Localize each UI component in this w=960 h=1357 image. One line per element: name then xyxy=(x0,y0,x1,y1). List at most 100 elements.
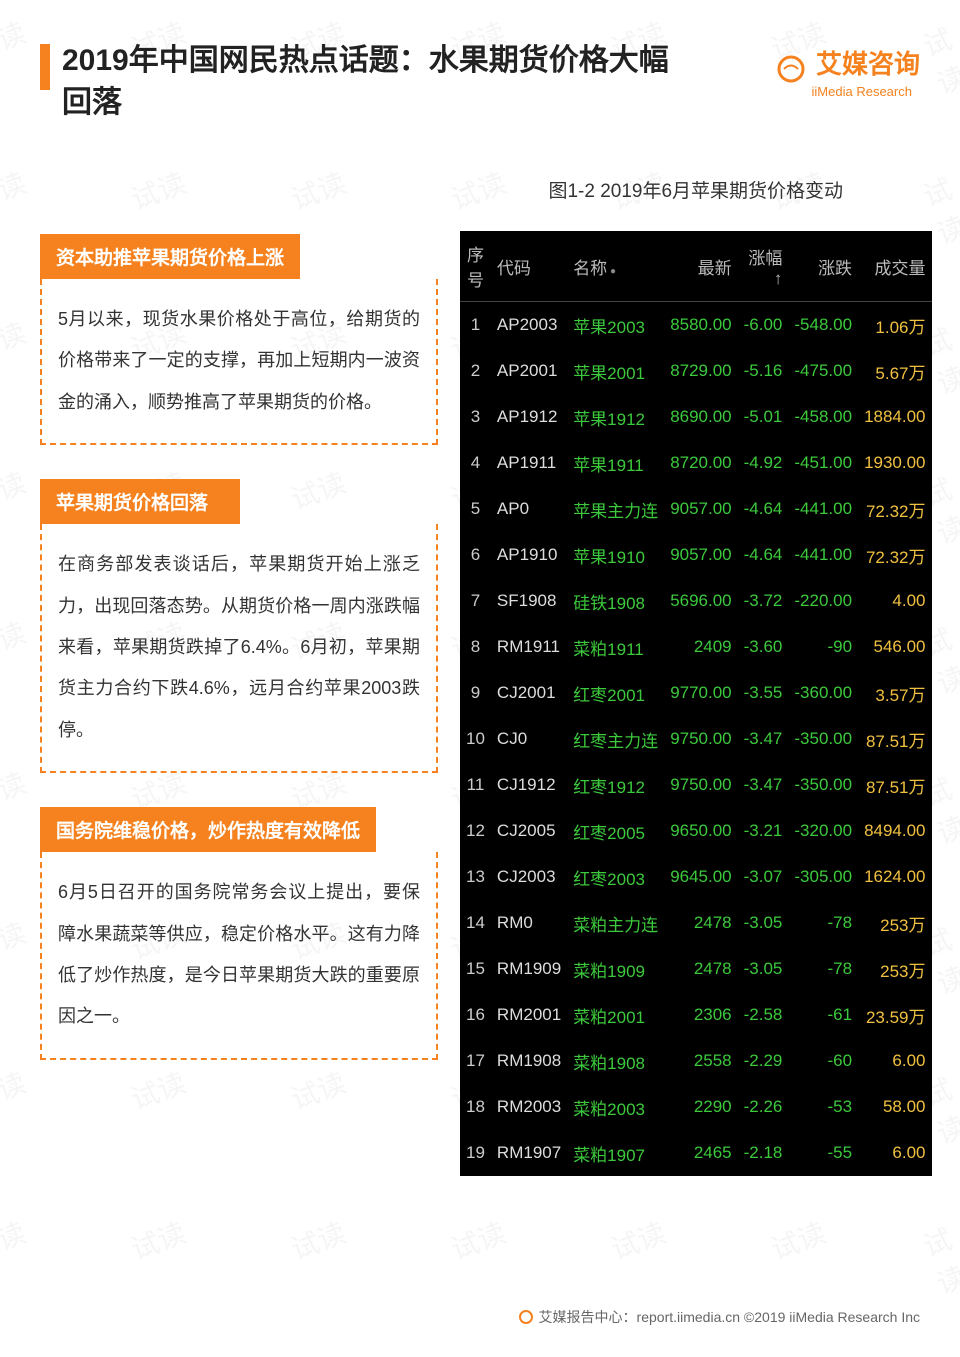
table-cell: -3.47 xyxy=(738,716,789,762)
table-cell: -3.60 xyxy=(738,624,789,670)
table-cell: 苹果1912 xyxy=(567,394,664,440)
table-cell: 苹果2001 xyxy=(567,348,664,394)
table-cell: -78 xyxy=(788,900,858,946)
table-cell: -441.00 xyxy=(788,532,858,578)
table-cell: -4.64 xyxy=(738,486,789,532)
table-cell: 87.51万 xyxy=(858,716,931,762)
table-cell: 2478 xyxy=(664,900,737,946)
table-cell: 8 xyxy=(460,624,491,670)
brand-logo: 艾媒咨询 iiMedia Research xyxy=(776,44,920,99)
page-header: 2019年中国网民热点话题：水果期货价格大幅回落 艾媒咨询 iiMedia Re… xyxy=(40,40,920,124)
table-cell: -458.00 xyxy=(788,394,858,440)
section-body: 6月5日召开的国务院常务会议上提出，要保障水果蔬菜等供应，稳定价格水平。这有力降… xyxy=(40,852,438,1060)
table-row: 10CJ0红枣主力连9750.00-3.47-350.0087.51万 xyxy=(460,716,932,762)
table-cell: -548.00 xyxy=(788,302,858,349)
table-cell: 1.06万 xyxy=(858,302,931,349)
table-cell: 16 xyxy=(460,992,491,1038)
table-cell: 菜粕1907 xyxy=(567,1130,664,1176)
table-row: 16RM2001菜粕20012306-2.58-6123.59万 xyxy=(460,992,932,1038)
table-cell: -220.00 xyxy=(788,578,858,624)
table-cell: -2.26 xyxy=(738,1084,789,1130)
table-cell: 72.32万 xyxy=(858,486,931,532)
table-cell: 19 xyxy=(460,1130,491,1176)
table-cell: 9750.00 xyxy=(664,762,737,808)
table-header-cell: 成交量 xyxy=(858,231,931,302)
table-cell: 9650.00 xyxy=(664,808,737,854)
table-cell: 9 xyxy=(460,670,491,716)
table-cell: 红枣主力连 xyxy=(567,716,664,762)
table-cell: -3.05 xyxy=(738,900,789,946)
table-cell: 2306 xyxy=(664,992,737,1038)
table-cell: 3 xyxy=(460,394,491,440)
table-cell: AP1911 xyxy=(491,440,567,486)
table-cell: CJ1912 xyxy=(491,762,567,808)
table-cell: 菜粕1911 xyxy=(567,624,664,670)
logo-text-en: iiMedia Research xyxy=(776,84,920,99)
table-row: 8RM1911菜粕19112409-3.60-90546.00 xyxy=(460,624,932,670)
table-cell: 7 xyxy=(460,578,491,624)
table-cell: 2478 xyxy=(664,946,737,992)
table-cell: AP0 xyxy=(491,486,567,532)
table-cell: 6.00 xyxy=(858,1130,931,1176)
table-cell: 23.59万 xyxy=(858,992,931,1038)
table-cell: 2465 xyxy=(664,1130,737,1176)
table-header-cell: 涨幅↑ xyxy=(738,231,789,302)
table-row: 7SF1908硅铁19085696.00-3.72-220.004.00 xyxy=(460,578,932,624)
table-cell: AP1910 xyxy=(491,532,567,578)
table-row: 15RM1909菜粕19092478-3.05-78253万 xyxy=(460,946,932,992)
table-cell: -441.00 xyxy=(788,486,858,532)
table-cell: 13 xyxy=(460,854,491,900)
table-cell: -350.00 xyxy=(788,716,858,762)
table-cell: 546.00 xyxy=(858,624,931,670)
table-cell: RM2001 xyxy=(491,992,567,1038)
page-title: 2019年中国网民热点话题：水果期货价格大幅回落 xyxy=(62,40,682,124)
table-cell: 1884.00 xyxy=(858,394,931,440)
table-cell: -2.58 xyxy=(738,992,789,1038)
table-cell: 苹果1910 xyxy=(567,532,664,578)
title-accent-bar xyxy=(40,44,50,90)
table-cell: RM1907 xyxy=(491,1130,567,1176)
table-header-cell: 最新 xyxy=(664,231,737,302)
table-cell: 9770.00 xyxy=(664,670,737,716)
table-cell: -4.92 xyxy=(738,440,789,486)
table-cell: 1624.00 xyxy=(858,854,931,900)
table-cell: 4 xyxy=(460,440,491,486)
table-row: 14RM0菜粕主力连2478-3.05-78253万 xyxy=(460,900,932,946)
table-cell: 10 xyxy=(460,716,491,762)
section-body: 在商务部发表谈话后，苹果期货开始上涨乏力，出现回落态势。从期货价格一周内涨跌幅来… xyxy=(40,524,438,773)
table-cell: -5.16 xyxy=(738,348,789,394)
table-cell: 2 xyxy=(460,348,491,394)
table-header-cell: 涨跌 xyxy=(788,231,858,302)
table-cell: 9057.00 xyxy=(664,532,737,578)
table-cell: -3.05 xyxy=(738,946,789,992)
table-cell: -2.18 xyxy=(738,1130,789,1176)
section-heading: 国务院维稳价格，炒作热度有效降低 xyxy=(40,807,376,852)
table-cell: -3.21 xyxy=(738,808,789,854)
table-cell: AP2003 xyxy=(491,302,567,349)
table-cell: -305.00 xyxy=(788,854,858,900)
table-cell: 58.00 xyxy=(858,1084,931,1130)
footer-text: 艾媒报告中心：report.iimedia.cn ©2019 iiMedia R… xyxy=(539,1307,920,1327)
table-cell: -5.01 xyxy=(738,394,789,440)
table-row: 17RM1908菜粕19082558-2.29-606.00 xyxy=(460,1038,932,1084)
table-cell: 8720.00 xyxy=(664,440,737,486)
table-cell: -4.64 xyxy=(738,532,789,578)
table-cell: 1930.00 xyxy=(858,440,931,486)
section-heading: 资本助推苹果期货价格上涨 xyxy=(40,234,300,279)
table-cell: -3.07 xyxy=(738,854,789,900)
table-cell: -60 xyxy=(788,1038,858,1084)
table-cell: 3.57万 xyxy=(858,670,931,716)
table-cell: 5.67万 xyxy=(858,348,931,394)
logo-text-cn: 艾媒咨询 xyxy=(816,49,920,79)
table-cell: 6.00 xyxy=(858,1038,931,1084)
table-cell: RM0 xyxy=(491,900,567,946)
table-cell: -3.47 xyxy=(738,762,789,808)
section-body: 5月以来，现货水果价格处于高位，给期货的价格带来了一定的支撑，再加上短期内一波资… xyxy=(40,279,438,445)
table-cell: -6.00 xyxy=(738,302,789,349)
table-cell: RM1909 xyxy=(491,946,567,992)
table-cell: 红枣1912 xyxy=(567,762,664,808)
table-cell: 5 xyxy=(460,486,491,532)
table-cell: -320.00 xyxy=(788,808,858,854)
table-cell: 9057.00 xyxy=(664,486,737,532)
table-cell: 9645.00 xyxy=(664,854,737,900)
